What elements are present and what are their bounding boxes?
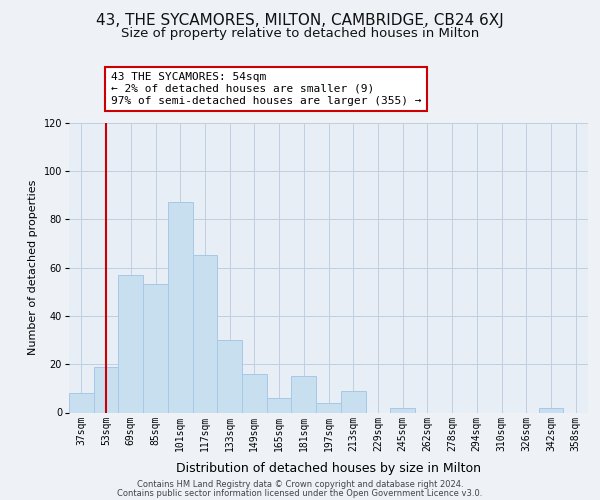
Bar [341, 391, 365, 412]
Bar [539, 408, 563, 412]
Text: 43, THE SYCAMORES, MILTON, CAMBRIDGE, CB24 6XJ: 43, THE SYCAMORES, MILTON, CAMBRIDGE, CB… [96, 12, 504, 28]
Bar [217, 340, 242, 412]
Bar [69, 393, 94, 412]
Bar [292, 376, 316, 412]
Bar [242, 374, 267, 412]
Text: Size of property relative to detached houses in Milton: Size of property relative to detached ho… [121, 28, 479, 40]
Bar [193, 256, 217, 412]
Text: Contains HM Land Registry data © Crown copyright and database right 2024.: Contains HM Land Registry data © Crown c… [137, 480, 463, 489]
Bar [143, 284, 168, 412]
Bar [94, 366, 118, 412]
Text: Contains public sector information licensed under the Open Government Licence v3: Contains public sector information licen… [118, 489, 482, 498]
Y-axis label: Number of detached properties: Number of detached properties [28, 180, 38, 355]
Bar [118, 275, 143, 412]
Text: 43 THE SYCAMORES: 54sqm
← 2% of detached houses are smaller (9)
97% of semi-deta: 43 THE SYCAMORES: 54sqm ← 2% of detached… [111, 72, 422, 106]
X-axis label: Distribution of detached houses by size in Milton: Distribution of detached houses by size … [176, 462, 481, 474]
Bar [168, 202, 193, 412]
Bar [316, 403, 341, 412]
Bar [267, 398, 292, 412]
Bar [390, 408, 415, 412]
